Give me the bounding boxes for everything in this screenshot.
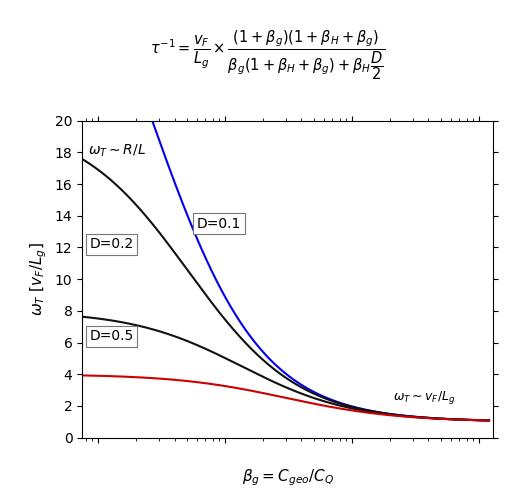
Text: D=0.5: D=0.5 <box>89 329 134 343</box>
X-axis label: $\beta_g=C_{geo}/C_Q$: $\beta_g=C_{geo}/C_Q$ <box>242 467 334 488</box>
Text: $\omega_T{\sim}v_F/L_g$: $\omega_T{\sim}v_F/L_g$ <box>393 389 455 406</box>
Text: $\tau^{-1} = \dfrac{v_F}{L_g} \times \dfrac{(1+\beta_g)(1+\beta_H+\beta_g)}{\bet: $\tau^{-1} = \dfrac{v_F}{L_g} \times \df… <box>150 28 385 82</box>
Y-axis label: $\omega_T\ [v_F/L_g]$: $\omega_T\ [v_F/L_g]$ <box>29 242 49 316</box>
Text: D=0.2: D=0.2 <box>89 237 134 252</box>
Text: $\omega_T{\sim}R/L$: $\omega_T{\sim}R/L$ <box>88 143 146 159</box>
Text: D=0.1: D=0.1 <box>197 217 241 231</box>
